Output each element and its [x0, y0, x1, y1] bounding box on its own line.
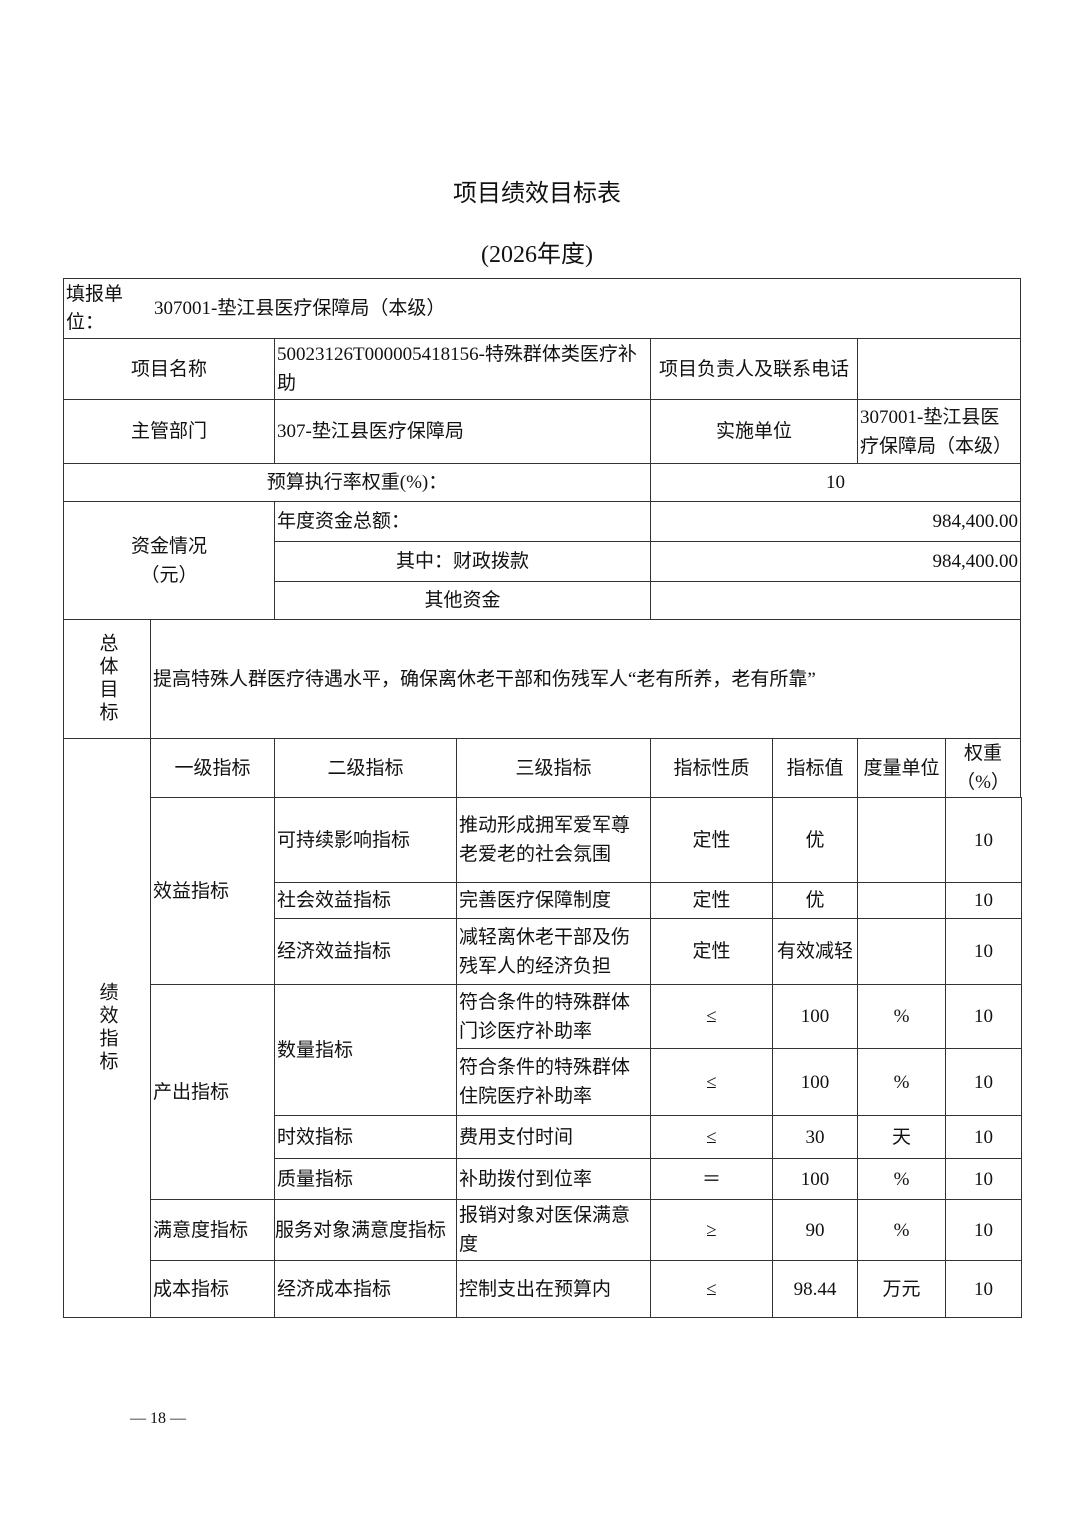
fund-label: 其他资金 — [274, 581, 651, 620]
level1-cell: 产出指标 — [150, 984, 275, 1200]
impl-label: 实施单位 — [650, 399, 858, 464]
fund-label: 其中：财政拨款 — [274, 541, 651, 582]
page-subtitle: (2026年度) — [481, 242, 593, 268]
row-weight-cell: 10 — [945, 1260, 1022, 1318]
header-cell: 度量单位 — [857, 738, 946, 798]
goal-text: 提高特殊人群医疗待遇水平，确保离休老干部和伤残军人“老有所养，老有所靠” — [150, 619, 1021, 739]
row-l3-cell: 符合条件的特殊群体住院医疗补助率 — [456, 1048, 651, 1116]
row-unit-cell — [857, 918, 946, 985]
level1-cell: 成本指标 — [150, 1260, 275, 1318]
header-cell: 三级指标 — [456, 738, 651, 798]
row-weight-cell: 10 — [945, 797, 1022, 883]
project-name: 50023126T000005418156-特殊群体类医疗补助 — [274, 338, 651, 400]
goal-label: 总体目标 — [96, 633, 118, 725]
perf-label: 绩效指标 — [96, 982, 118, 1074]
level2-cell: 数量指标 — [274, 984, 457, 1116]
row-nature-cell: 定性 — [650, 882, 773, 919]
row-l3-cell: 控制支出在预算内 — [456, 1260, 651, 1318]
contact-label: 项目负责人及联系电话 — [650, 338, 858, 400]
row-l3-cell: 完善医疗保障制度 — [456, 882, 651, 919]
row-value-cell: 优 — [772, 882, 858, 919]
row-unit-cell: % — [857, 1158, 946, 1200]
contact-value — [857, 338, 1021, 400]
dept-label: 主管部门 — [63, 399, 275, 464]
fund-value: 984,400.00 — [650, 501, 1021, 542]
row-value-cell: 优 — [772, 797, 858, 883]
fund-value — [650, 581, 1021, 620]
unit-value: 307001-垫江县医疗保障局（本级） — [154, 298, 446, 319]
header-cell: 权重（%） — [945, 738, 1021, 798]
fund-label: 年度资金总额： — [274, 501, 651, 542]
row-value-cell: 100 — [772, 1048, 858, 1116]
row-unit-cell: % — [857, 984, 946, 1049]
row-weight-cell: 10 — [945, 984, 1022, 1049]
fund-value: 984,400.00 — [650, 541, 1021, 582]
level1-cell: 效益指标 — [150, 797, 275, 985]
row-unit-cell: 天 — [857, 1115, 946, 1159]
level2-cell: 经济成本指标 — [274, 1260, 457, 1318]
row-nature-cell: ≤ — [650, 1115, 773, 1159]
level2-cell: 时效指标 — [274, 1115, 457, 1159]
impl-value: 307001-垫江县医疗保障局（本级） — [857, 399, 1021, 464]
level2-cell: 可持续影响指标 — [274, 797, 457, 883]
row-weight-cell: 10 — [945, 918, 1022, 985]
row-weight-cell: 10 — [945, 1048, 1022, 1116]
row-weight-cell: 10 — [945, 1115, 1022, 1159]
funds-label: 资金情况（元） — [63, 501, 275, 620]
row-nature-cell: ≤ — [650, 1260, 773, 1318]
level2-cell: 服务对象满意度指标 — [274, 1199, 457, 1261]
unit-label: 填报单位： — [66, 283, 124, 333]
row-nature-cell: 定性 — [650, 918, 773, 985]
row-value-cell: 100 — [772, 984, 858, 1049]
header-cell: 指标性质 — [650, 738, 773, 798]
row-l3-cell: 报销对象对医保满意度 — [456, 1199, 651, 1261]
page-title: 项目绩效目标表 — [453, 181, 621, 207]
header-cell: 指标值 — [772, 738, 858, 798]
level2-cell: 社会效益指标 — [274, 882, 457, 919]
budget-weight-label: 预算执行率权重(%)： — [63, 463, 651, 502]
row-unit-cell — [857, 797, 946, 883]
unit-row: 填报单位： 307001-垫江县医疗保障局（本级） — [63, 278, 1021, 339]
row-unit-cell: % — [857, 1199, 946, 1261]
row-value-cell: 90 — [772, 1199, 858, 1261]
row-l3-cell: 符合条件的特殊群体门诊医疗补助率 — [456, 984, 651, 1049]
row-weight-cell: 10 — [945, 1158, 1022, 1200]
row-unit-cell: % — [857, 1048, 946, 1116]
project-name-label: 项目名称 — [63, 338, 275, 400]
row-value-cell: 有效减轻 — [772, 918, 858, 985]
page-number: — 18 — — [130, 1410, 186, 1427]
header-cell: 一级指标 — [150, 738, 275, 798]
level2-cell: 质量指标 — [274, 1158, 457, 1200]
row-value-cell: 100 — [772, 1158, 858, 1200]
row-nature-cell: ≥ — [650, 1199, 773, 1261]
row-weight-cell: 10 — [945, 882, 1022, 919]
row-l3-cell: 减轻离休老干部及伤残军人的经济负担 — [456, 918, 651, 985]
row-l3-cell: 补助拨付到位率 — [456, 1158, 651, 1200]
row-value-cell: 98.44 — [772, 1260, 858, 1318]
row-nature-cell: ≤ — [650, 984, 773, 1049]
row-nature-cell: 定性 — [650, 797, 773, 883]
row-nature-cell: ≤ — [650, 1048, 773, 1116]
header-cell: 二级指标 — [274, 738, 457, 798]
row-unit-cell: 万元 — [857, 1260, 946, 1318]
row-nature-cell: ＝ — [650, 1158, 773, 1200]
row-weight-cell: 10 — [945, 1199, 1022, 1261]
level2-cell: 经济效益指标 — [274, 918, 457, 985]
level1-cell: 满意度指标 — [150, 1199, 275, 1261]
row-unit-cell — [857, 882, 946, 919]
row-l3-cell: 费用支付时间 — [456, 1115, 651, 1159]
row-value-cell: 30 — [772, 1115, 858, 1159]
budget-weight: 10 — [650, 463, 1021, 502]
row-l3-cell: 推动形成拥军爱军尊老爱老的社会氛围 — [456, 797, 651, 883]
dept-value: 307-垫江县医疗保障局 — [274, 399, 651, 464]
